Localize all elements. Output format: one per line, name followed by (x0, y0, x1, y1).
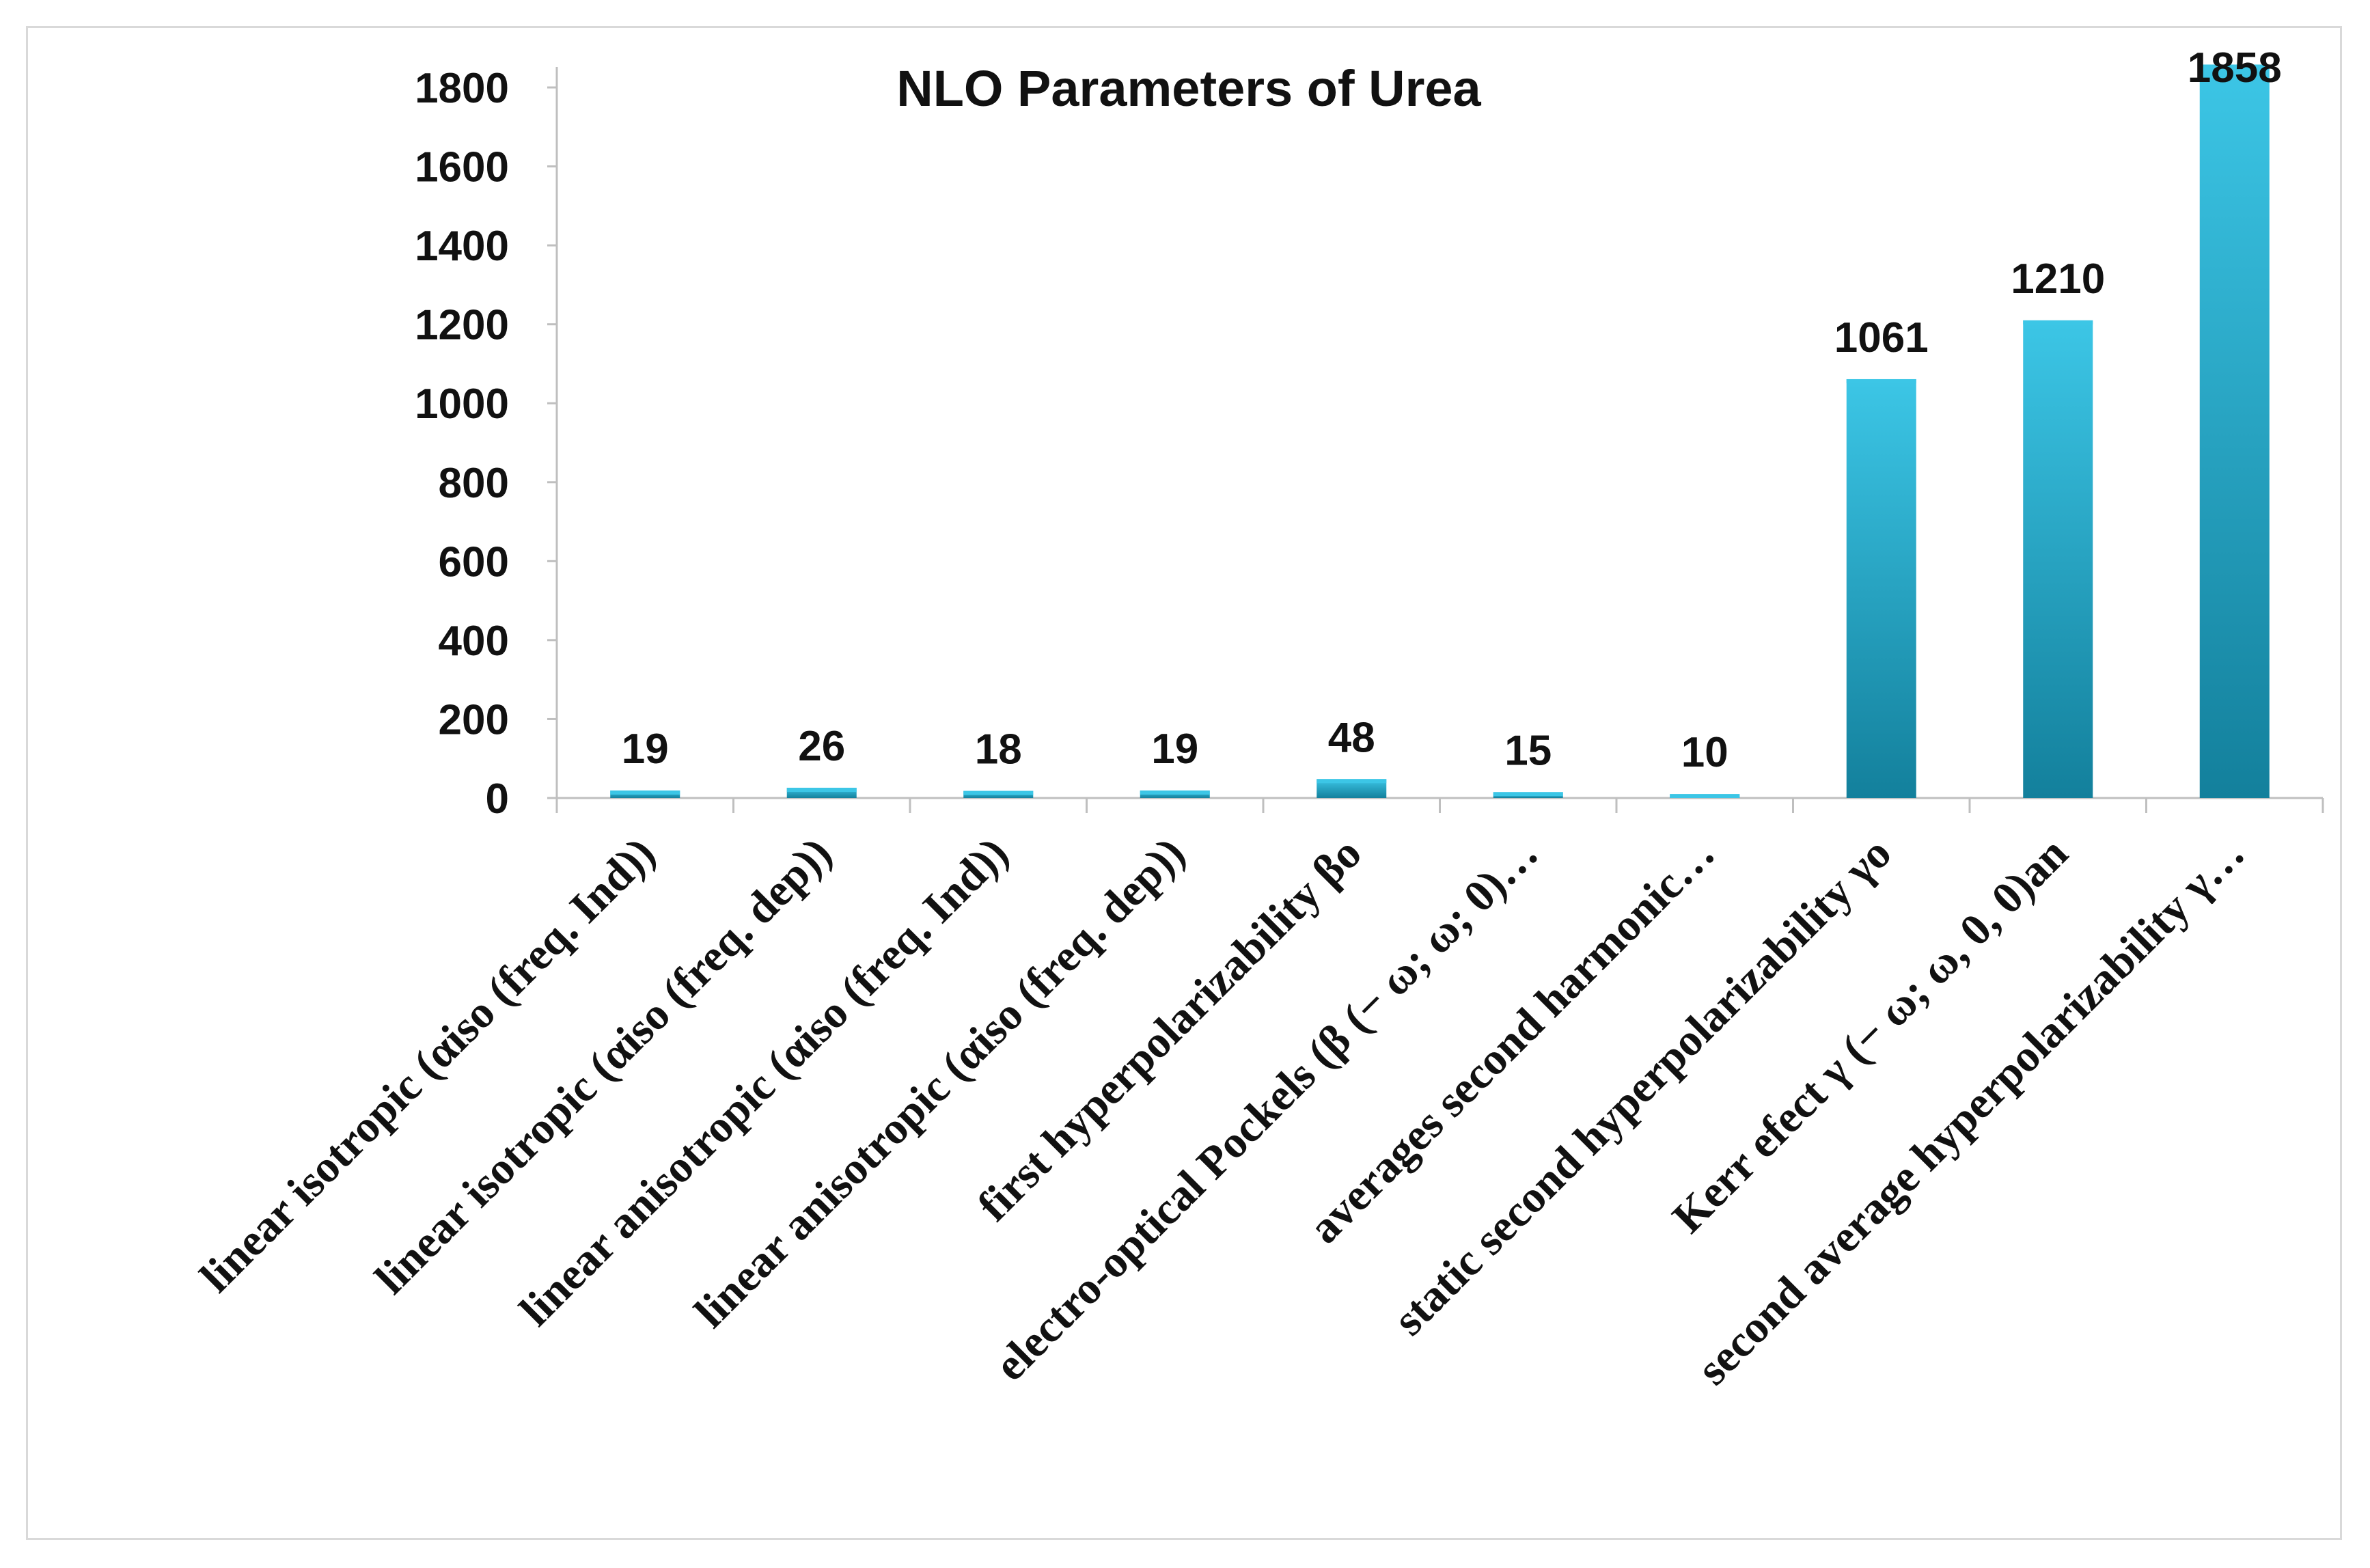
y-tick-label: 1400 (415, 223, 509, 270)
bar (2023, 320, 2093, 798)
bar-top-highlight (963, 790, 1034, 795)
bar-top-highlight (1846, 379, 1916, 383)
bar-top-highlight (1670, 794, 1740, 798)
chart-frame (26, 26, 2342, 1540)
data-label: 26 (798, 723, 845, 770)
y-tick-label: 200 (439, 696, 509, 743)
bar-top-highlight (610, 790, 680, 795)
bar (2199, 64, 2270, 798)
bar-top-highlight (2023, 320, 2093, 325)
y-tick-label: 1000 (415, 381, 509, 428)
category-labels: linear isotropic (αiso (freq. Ind))linea… (191, 828, 2254, 1394)
data-label: 18 (975, 726, 1022, 773)
bar-top-highlight (1140, 790, 1210, 795)
y-tick-label: 800 (439, 460, 509, 507)
bar-top-highlight (786, 787, 857, 792)
data-label: 10 (1681, 729, 1728, 776)
y-tick-label: 1800 (415, 65, 509, 112)
chart-title: NLO Parameters of Urea (896, 60, 1481, 117)
bar-top-highlight (1493, 792, 1563, 797)
bar-top-highlight (2199, 64, 2270, 69)
data-label: 48 (1328, 714, 1375, 761)
y-tick-label: 1200 (415, 302, 509, 349)
data-label: 19 (622, 726, 669, 773)
data-labels: 19 26 18 19 48 15 10 1061 1210 1858 (622, 44, 2282, 776)
bar (1846, 379, 1916, 798)
data-label: 19 (1151, 726, 1198, 773)
data-label: 1061 (1834, 314, 1929, 361)
y-tick-label: 600 (439, 538, 509, 586)
y-tick-label: 0 (486, 775, 509, 823)
bars (610, 64, 2270, 798)
x-axis (555, 797, 2324, 813)
bar-top-highlight (1317, 779, 1387, 784)
y-tick-label: 1600 (415, 144, 509, 191)
data-label: 1858 (2188, 44, 2282, 92)
data-label: 15 (1504, 727, 1552, 774)
data-label: 1210 (2011, 256, 2105, 303)
y-axis: 0 200 400 600 800 1000 1200 1400 1600 1800 (415, 65, 558, 823)
y-tick-label: 400 (439, 618, 509, 665)
